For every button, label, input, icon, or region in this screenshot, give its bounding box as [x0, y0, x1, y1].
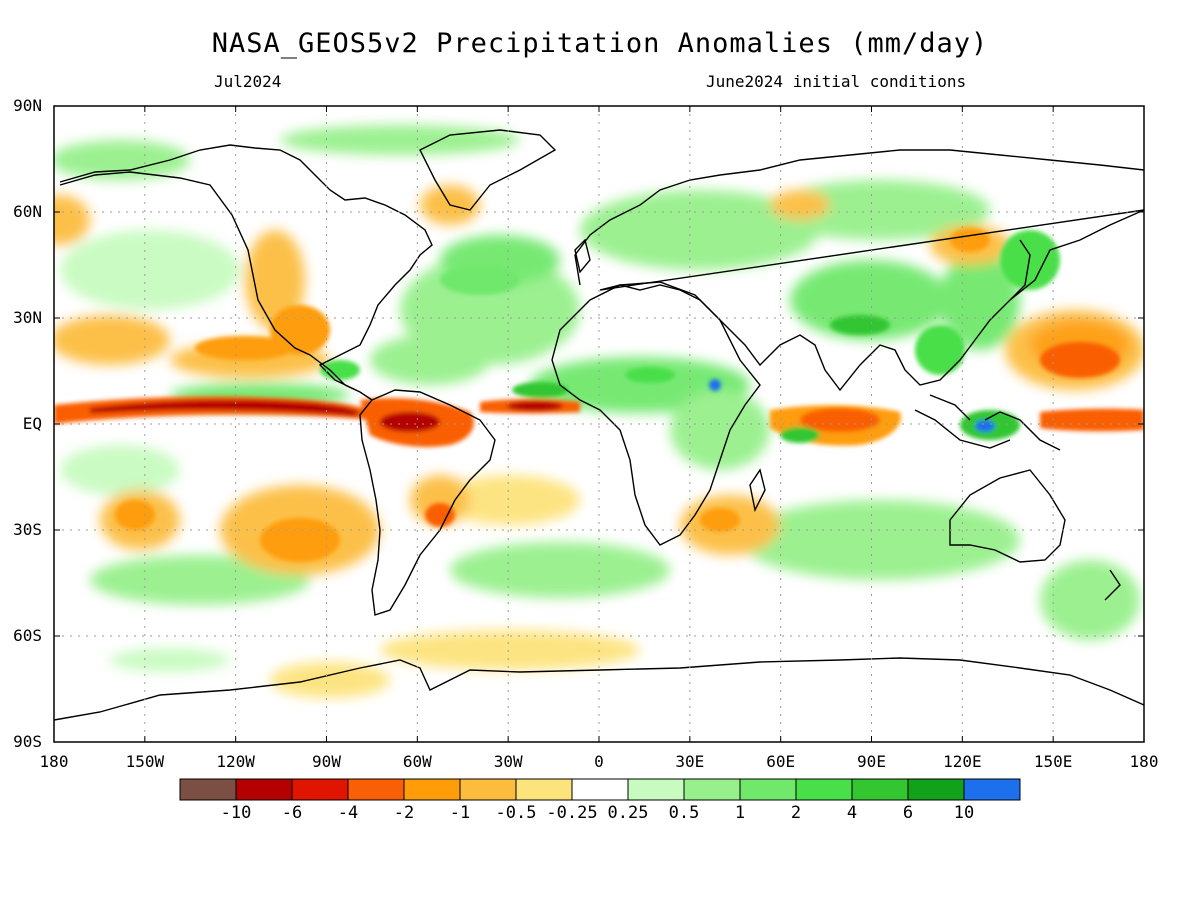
colorbar-label: -1: [449, 803, 471, 823]
colorbar-label: -10: [220, 803, 252, 823]
colorbar-label: 6: [902, 803, 914, 823]
longitude-label: 180: [1129, 752, 1159, 771]
colorbar-label: -0.5: [495, 803, 537, 823]
longitude-label: 150E: [1033, 752, 1073, 771]
north-america-outline: [59, 144, 433, 401]
colorbar-label: 1: [734, 803, 746, 823]
longitude-label: 0: [594, 752, 604, 771]
longitude-label: 30E: [675, 752, 705, 771]
colorbar-label: 2: [790, 803, 802, 823]
antarctica-outline: [54, 657, 1144, 721]
longitude-label: 120W: [216, 752, 255, 771]
australia-outline: [949, 469, 1066, 563]
map-title: NASA_GEOS5v2 Precipitation Anomalies (mm…: [211, 28, 989, 59]
latitude-label: 30N: [13, 308, 42, 327]
valid-month: Jul2024: [214, 72, 282, 91]
map-grid: [54, 106, 1144, 742]
colorbar-label: -2: [393, 803, 415, 823]
longitude-label: 90E: [857, 752, 886, 771]
new-zealand-outline: [1104, 569, 1121, 601]
longitude-label: 150W: [125, 752, 165, 771]
longitude-label: 180: [39, 752, 69, 771]
latitude-label: 90S: [13, 732, 42, 751]
latitude-label: 60S: [13, 626, 42, 645]
british-isles-outline: [574, 238, 591, 274]
madagascar-outline: [749, 468, 766, 513]
latitude-label: 30S: [13, 520, 42, 539]
colorbar-label: 0.25: [607, 803, 649, 823]
coastlines: [54, 129, 1144, 721]
longitude-label: 120E: [943, 752, 982, 771]
colorbar-label: 0.5: [668, 803, 700, 823]
longitude-label: 90W: [312, 752, 341, 771]
longitude-label: 60E: [766, 752, 796, 771]
greenland-outline: [419, 129, 557, 211]
indonesia-outline: [914, 394, 1061, 451]
colorbar-label: 10: [953, 803, 975, 823]
longitude-label: 60W: [402, 752, 432, 771]
initial-conditions: June2024 initial conditions: [706, 72, 967, 91]
axis-ticks: [53, 105, 1145, 743]
latitude-label: EQ: [22, 414, 42, 433]
colorbar-label: -0.25: [546, 803, 598, 823]
colorbar-label: -6: [281, 803, 303, 823]
latitude-label: 90N: [13, 96, 42, 115]
japan-outline: [1009, 239, 1031, 301]
latitude-label: 60N: [13, 202, 42, 221]
colorbar-label: -4: [337, 803, 359, 823]
colorbar-label: 4: [846, 803, 858, 823]
longitude-label: 30W: [493, 752, 523, 771]
south-america-outline: [359, 389, 496, 616]
